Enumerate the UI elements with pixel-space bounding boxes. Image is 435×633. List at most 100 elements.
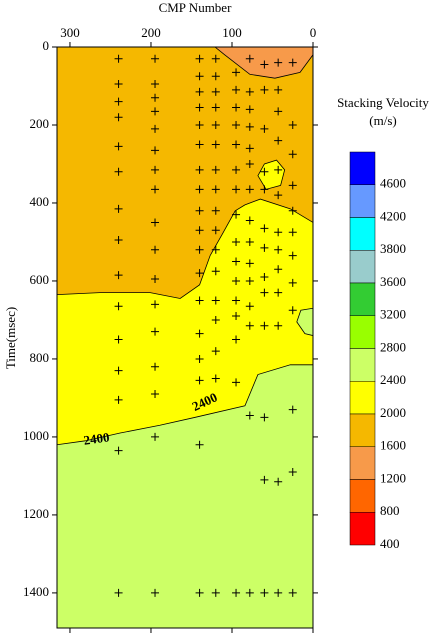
y-tick-label: 1400 [23,584,49,599]
pick-marker [274,58,283,67]
pick-marker [245,185,254,194]
pick-marker [232,185,241,194]
pick-marker [274,165,283,174]
pick-marker [114,395,123,404]
pick-marker [245,216,254,225]
x-axis-title: CMP Number [159,0,232,15]
pick-marker [195,54,204,63]
pick-marker [195,296,204,305]
pick-marker [274,228,283,237]
colorbar-swatch [349,348,376,382]
pick-marker [114,97,123,106]
y-axis-title: Time(msec) [3,307,18,369]
colorbar-title: Stacking Velocity [337,95,429,110]
pick-marker [260,588,269,597]
pick-marker [232,165,241,174]
pick-marker [288,468,297,477]
colorbar-label: 3200 [380,307,406,322]
colorbar-swatch [349,151,376,185]
colorbar-label: 1600 [380,438,406,453]
contour-region [296,307,313,336]
pick-marker [245,237,254,246]
pick-marker [288,206,297,215]
pick-marker [260,167,269,176]
colorbar-label: 400 [380,536,400,551]
pick-marker [195,87,204,96]
pick-marker [288,306,297,315]
pick-marker [151,185,160,194]
y-tick-label: 400 [30,194,50,209]
pick-marker [151,275,160,284]
colorbar-swatch [349,512,376,546]
colorbar-label: 800 [380,503,400,518]
contour-label: 2400 [83,429,111,447]
pick-marker [114,446,123,455]
pick-marker [211,296,220,305]
pick-marker [232,296,241,305]
pick-marker [195,245,204,254]
pick-marker [274,321,283,330]
colorbar-label: 4200 [380,208,406,223]
x-tick-label: 300 [60,25,80,40]
pick-marker [232,276,241,285]
pick-marker [114,54,123,63]
pick-marker [260,475,269,484]
y-tick-label: 200 [30,116,50,131]
x-tick-label: 0 [310,25,317,40]
pick-marker [232,257,241,266]
pick-marker [195,226,204,235]
pick-marker [260,124,269,133]
pick-marker [232,378,241,387]
pick-marker [232,312,241,321]
pick-marker [151,146,160,155]
colorbar-unit: (m/s) [369,113,396,128]
colorbar-label: 4600 [380,176,406,191]
pick-marker [195,269,204,278]
colorbar-swatch [349,446,376,480]
pick-marker [232,68,241,77]
pick-marker [232,210,241,219]
pick-marker [274,588,283,597]
pick-marker [195,120,204,129]
pick-marker [211,54,220,63]
pick-marker [211,140,220,149]
colorbar-label: 2000 [380,405,406,420]
pick-marker [260,224,269,233]
pick-marker [232,85,241,94]
pick-marker [211,87,220,96]
pick-marker [195,376,204,385]
pick-marker [114,142,123,151]
pick-marker [274,288,283,297]
pick-marker [232,140,241,149]
pick-marker [151,300,160,309]
colorbar-label: 2400 [380,372,406,387]
pick-marker [195,72,204,81]
pick-marker [114,271,123,280]
pick-marker [151,165,160,174]
x-tick-label: 200 [141,25,161,40]
pick-marker [114,302,123,311]
pick-marker [245,276,254,285]
pick-marker [211,245,220,254]
pick-marker [288,150,297,159]
pick-marker [114,366,123,375]
pick-marker [274,191,283,200]
pick-marker [211,588,220,597]
pick-marker [274,107,283,116]
pick-marker [260,60,269,69]
colorbar-swatch [349,250,376,284]
pick-marker [195,165,204,174]
pick-marker [260,243,269,252]
pick-marker [260,185,269,194]
colorbar-label: 3800 [380,241,406,256]
pick-marker [151,390,160,399]
pick-marker [211,226,220,235]
pick-marker [114,204,123,213]
pick-marker [114,113,123,122]
pick-marker [288,251,297,260]
pick-marker [260,321,269,330]
pick-marker [211,72,220,81]
pick-marker [151,362,160,371]
